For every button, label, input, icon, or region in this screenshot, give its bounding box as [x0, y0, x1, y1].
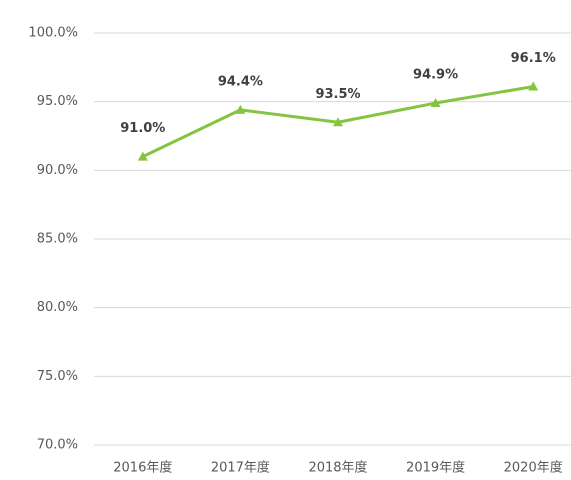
marker	[528, 81, 539, 91]
x-tick-label: 2019年度	[406, 460, 465, 476]
y-tick-label: 85.0%	[37, 232, 78, 247]
y-tick-label: 75.0%	[37, 369, 78, 384]
data-label: 94.9%	[413, 68, 458, 83]
y-tick-label: 90.0%	[37, 163, 78, 178]
data-label: 96.1%	[511, 51, 556, 66]
marker	[430, 98, 441, 108]
x-tick-label: 2020年度	[504, 460, 563, 476]
x-tick-label: 2017年度	[211, 460, 270, 476]
data-label: 94.4%	[218, 74, 263, 89]
marker	[235, 104, 246, 114]
data-label: 91.0%	[120, 121, 165, 136]
marker	[137, 151, 148, 161]
marker	[333, 117, 343, 127]
data-label: 93.5%	[315, 87, 360, 102]
y-tick-label: 70.0%	[37, 438, 78, 453]
x-tick-label: 2016年度	[113, 460, 172, 476]
y-tick-label: 100.0%	[28, 26, 78, 41]
y-tick-label: 95.0%	[37, 94, 78, 109]
y-tick-label: 80.0%	[37, 300, 78, 315]
x-tick-label: 2018年度	[308, 460, 367, 476]
